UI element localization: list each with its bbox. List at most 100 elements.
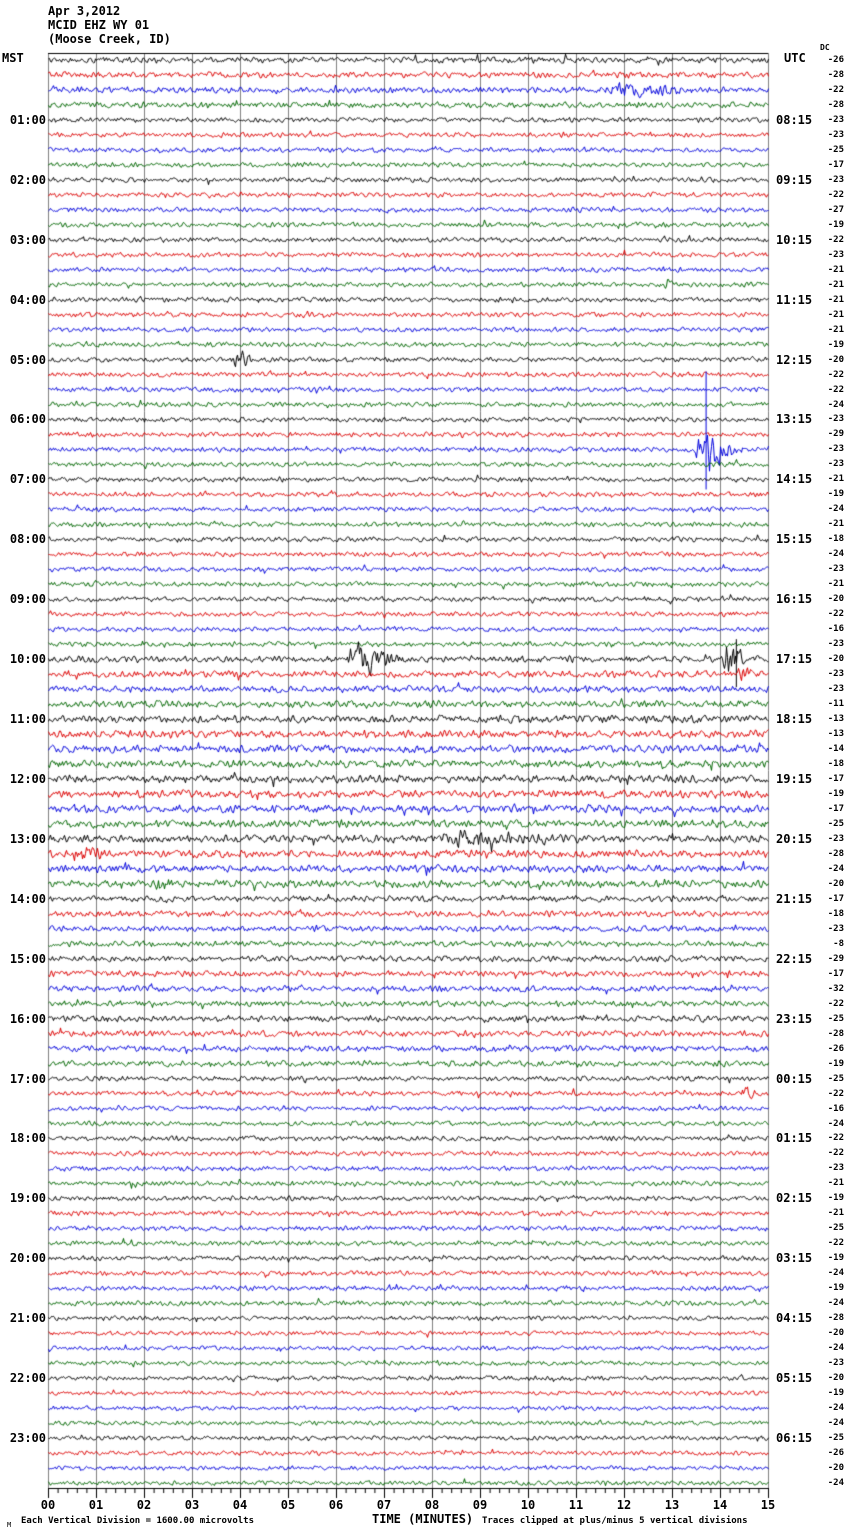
mst-time-label: 08:00 [9, 532, 46, 547]
mst-time-label: 04:00 [9, 292, 46, 307]
x-axis-tick-label: 04 [232, 1498, 248, 1512]
dc-offset-value: -19 [827, 1193, 844, 1204]
x-axis-tick-label: 14 [712, 1498, 728, 1512]
x-axis-tick-label: 05 [280, 1498, 296, 1512]
dc-offset-value: -20 [827, 878, 844, 889]
corner-mark: M [7, 1521, 12, 1529]
dc-offset-value: -21 [827, 294, 844, 305]
utc-time-label: 09:15 [776, 172, 813, 187]
dc-offset-value: -20 [827, 1328, 844, 1339]
dc-offset-value: -24 [827, 1403, 844, 1414]
dc-offset-value: -26 [827, 1448, 844, 1459]
dc-offset-value: -25 [827, 144, 844, 155]
dc-column-header: DC [820, 43, 830, 52]
right-timezone-header: UTC [784, 51, 806, 65]
mst-time-label: 05:00 [9, 352, 46, 367]
mst-time-label: 03:00 [9, 232, 46, 247]
utc-time-label: 10:15 [776, 232, 813, 247]
mst-time-label: 23:00 [9, 1431, 46, 1446]
dc-offset-value: -25 [827, 1223, 844, 1234]
utc-time-label: 06:15 [776, 1431, 813, 1446]
dc-offset-value: -24 [827, 1118, 844, 1129]
utc-time-label: 12:15 [776, 352, 813, 367]
dc-offset-value: -16 [827, 624, 844, 635]
dc-offset-value: -22 [827, 1238, 844, 1249]
title-location: (Moose Creek, ID) [48, 32, 171, 46]
utc-time-label: 01:15 [776, 1131, 813, 1146]
dc-offset-value: -23 [827, 1358, 844, 1369]
utc-time-label: 17:15 [776, 652, 813, 667]
dc-offset-value: -27 [827, 204, 844, 215]
dc-offset-value: -13 [827, 729, 844, 740]
x-axis-tick-label: 13 [664, 1498, 680, 1512]
mst-time-label: 21:00 [9, 1311, 46, 1326]
dc-offset-value: -23 [827, 1163, 844, 1174]
dc-offset-value: -32 [827, 983, 844, 994]
mst-time-label: 10:00 [9, 652, 46, 667]
dc-offset-value: -17 [827, 773, 844, 784]
title-date: Apr 3,2012 [48, 4, 121, 18]
dc-offset-value: -21 [827, 474, 844, 485]
dc-offset-value: -19 [827, 1283, 844, 1294]
dc-offset-value: -23 [827, 414, 844, 425]
x-axis-tick-label: 06 [328, 1498, 344, 1512]
dc-offset-value: -29 [827, 429, 844, 440]
dc-offset-value: -13 [827, 714, 844, 725]
utc-time-label: 00:15 [776, 1071, 813, 1086]
dc-offset-value: -14 [827, 744, 844, 755]
mst-time-label: 22:00 [9, 1371, 46, 1386]
dc-offset-value: -22 [827, 1148, 844, 1159]
dc-offset-value: -23 [827, 669, 844, 680]
utc-time-label: 21:15 [776, 891, 813, 906]
dc-offset-value: -26 [827, 1043, 844, 1054]
mst-time-label: 20:00 [9, 1251, 46, 1266]
dc-offset-value: -29 [827, 953, 844, 964]
dc-offset-value: -22 [827, 384, 844, 395]
utc-time-label: 04:15 [776, 1311, 813, 1326]
mst-time-label: 02:00 [9, 172, 46, 187]
utc-time-label: 20:15 [776, 831, 813, 846]
clipping-footnote: Traces clipped at plus/minus 5 vertical … [482, 1516, 748, 1526]
dc-offset-value: -20 [827, 1373, 844, 1384]
dc-offset-value: -22 [827, 84, 844, 95]
dc-offset-value: -21 [827, 279, 844, 290]
dc-offset-value: -22 [827, 1133, 844, 1144]
x-axis-tick-label: 09 [472, 1498, 488, 1512]
x-axis-tick-label: 02 [136, 1498, 152, 1512]
dc-offset-value: -21 [827, 1178, 844, 1189]
mst-time-label: 01:00 [9, 112, 46, 127]
x-axis-tick-label: 07 [376, 1498, 392, 1512]
utc-time-label: 19:15 [776, 771, 813, 786]
dc-offset-value: -19 [827, 788, 844, 799]
dc-offset-value: -21 [827, 264, 844, 275]
dc-offset-value: -23 [827, 114, 844, 125]
dc-offset-value: -21 [827, 309, 844, 320]
dc-offset-value: -22 [827, 998, 844, 1009]
dc-offset-value: -24 [827, 1268, 844, 1279]
dc-offset-value: -24 [827, 1478, 844, 1488]
utc-time-label: 16:15 [776, 592, 813, 607]
dc-offset-value: -23 [827, 444, 844, 455]
mst-time-label: 14:00 [9, 891, 46, 906]
dc-offset-value: -21 [827, 1208, 844, 1219]
dc-offset-value: -20 [827, 654, 844, 665]
utc-time-label: 18:15 [776, 712, 813, 727]
dc-offset-value: -26 [827, 55, 844, 65]
dc-offset-value: -28 [827, 99, 844, 110]
x-axis-tick-label: 10 [520, 1498, 536, 1512]
dc-offset-value: -23 [827, 923, 844, 934]
mst-time-label: 17:00 [9, 1071, 46, 1086]
dc-offset-value: -23 [827, 174, 844, 185]
x-axis-tick-label: 00 [40, 1498, 56, 1512]
x-axis-tick-label: 12 [616, 1498, 632, 1512]
dc-offset-value: -18 [827, 908, 844, 919]
utc-time-label: 14:15 [776, 472, 813, 487]
mst-time-label: 07:00 [9, 472, 46, 487]
dc-offset-value: -21 [827, 579, 844, 590]
dc-offset-value: -23 [827, 833, 844, 844]
title-station: MCID EHZ WY 01 [48, 18, 150, 32]
mst-time-label: 12:00 [9, 771, 46, 786]
dc-offset-value: -17 [827, 968, 844, 979]
dc-offset-value: -24 [827, 863, 844, 874]
